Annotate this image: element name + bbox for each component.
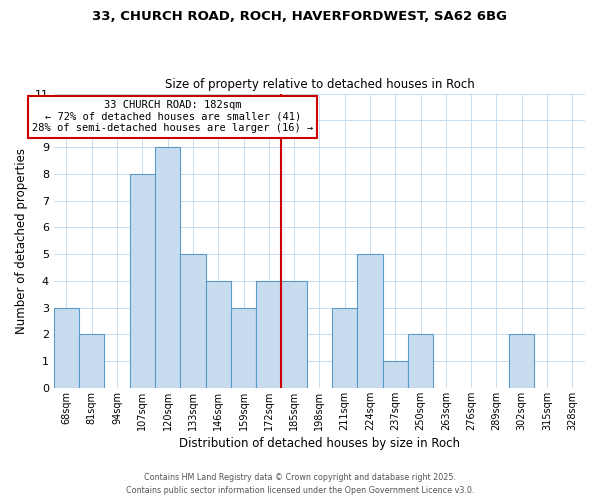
Bar (332, 308, 358, 388)
Bar (206, 281, 231, 388)
Bar (408, 334, 433, 388)
Bar (358, 254, 383, 388)
X-axis label: Distribution of detached houses by size in Roch: Distribution of detached houses by size … (179, 437, 460, 450)
Bar (231, 308, 256, 388)
Bar (54, 308, 79, 388)
Bar (256, 281, 281, 388)
Text: 33 CHURCH ROAD: 182sqm
← 72% of detached houses are smaller (41)
28% of semi-det: 33 CHURCH ROAD: 182sqm ← 72% of detached… (32, 100, 313, 134)
Y-axis label: Number of detached properties: Number of detached properties (15, 148, 28, 334)
Bar (79, 334, 104, 388)
Bar (509, 334, 535, 388)
Text: Contains HM Land Registry data © Crown copyright and database right 2025.
Contai: Contains HM Land Registry data © Crown c… (126, 474, 474, 495)
Title: Size of property relative to detached houses in Roch: Size of property relative to detached ho… (164, 78, 474, 91)
Bar (155, 147, 180, 388)
Bar (281, 281, 307, 388)
Text: 33, CHURCH ROAD, ROCH, HAVERFORDWEST, SA62 6BG: 33, CHURCH ROAD, ROCH, HAVERFORDWEST, SA… (92, 10, 508, 23)
Bar (130, 174, 155, 388)
Bar (180, 254, 206, 388)
Bar (383, 361, 408, 388)
